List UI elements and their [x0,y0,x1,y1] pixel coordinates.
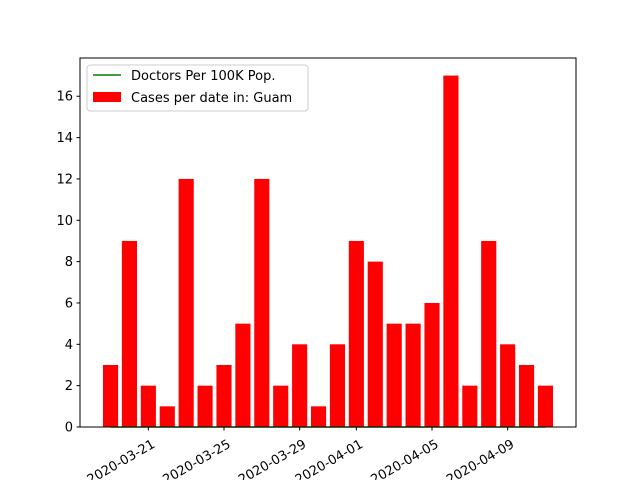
y-tick-label: 10 [56,214,73,229]
bar [254,178,270,427]
bar [329,344,346,427]
legend: Doctors Per 100K Pop. Cases per date in:… [86,64,309,112]
bar [102,364,119,427]
legend-label-doctors: Doctors Per 100K Pop. [131,69,275,84]
y-tick-label: 12 [56,172,73,187]
legend-box [86,64,309,112]
y-tick-label: 14 [56,131,73,146]
bar [405,323,421,427]
y-tick-label: 8 [65,255,73,270]
bar [178,178,194,427]
y-tick-label: 2 [65,379,73,394]
legend-label-cases: Cases per date in: Guam [131,91,292,106]
y-tick-label: 16 [56,90,73,105]
bar [424,302,440,427]
y-tick-label: 6 [65,296,73,311]
bar [443,75,459,428]
bar [197,385,213,427]
y-tick-label: 0 [65,421,73,436]
bar [140,385,156,427]
bar [273,385,289,427]
bar [235,323,251,427]
bars-layer [102,75,554,428]
legend-bar-swatch [93,92,121,102]
bar [481,240,497,427]
bar [537,385,554,427]
y-axis: 0 2 4 6 8 10 12 14 16 [56,90,80,436]
bar [159,406,175,427]
bar [216,364,232,427]
bar [462,385,478,427]
bar [348,240,364,427]
bar [292,344,308,427]
bar [518,364,535,427]
bar [310,406,327,427]
bar [121,240,138,427]
bar [386,323,402,427]
bar [500,344,516,427]
axes-frame [79,57,577,428]
y-tick-label: 4 [65,338,73,353]
bar [367,261,383,427]
